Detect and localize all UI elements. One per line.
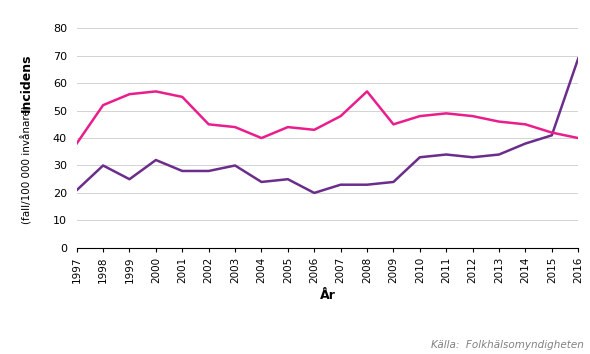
Fall smittade i Sverige [337, 183, 344, 187]
Fall smittade i Sverige [417, 155, 424, 159]
Fall smittade utomlands [100, 103, 107, 107]
Fall smittade i Sverige [73, 188, 80, 192]
Fall smittade i Sverige [442, 152, 450, 156]
Fall smittade utomlands [522, 122, 529, 126]
Fall smittade i Sverige [575, 56, 582, 61]
Fall smittade utomlands [548, 131, 555, 135]
Fall smittade utomlands [258, 136, 265, 140]
Fall smittade i Sverige [469, 155, 476, 159]
Fall smittade utomlands [73, 142, 80, 146]
Fall smittade i Sverige [179, 169, 186, 173]
Fall smittade utomlands [231, 125, 238, 129]
Line: Fall smittade i Sverige: Fall smittade i Sverige [77, 58, 578, 193]
Fall smittade utomlands [575, 136, 582, 140]
Fall smittade i Sverige [284, 177, 291, 181]
Text: Källa:  Folkhälsomyndigheten: Källa: Folkhälsomyndigheten [431, 341, 584, 350]
Fall smittade i Sverige [311, 191, 318, 195]
Fall smittade utomlands [205, 122, 212, 126]
Fall smittade utomlands [417, 114, 424, 118]
Line: Fall smittade utomlands: Fall smittade utomlands [77, 91, 578, 144]
Fall smittade i Sverige [548, 133, 555, 137]
Fall smittade i Sverige [363, 183, 371, 187]
Fall smittade utomlands [442, 111, 450, 115]
Fall smittade utomlands [469, 114, 476, 118]
Fall smittade i Sverige [258, 180, 265, 184]
Fall smittade utomlands [284, 125, 291, 129]
Fall smittade utomlands [337, 114, 344, 118]
Fall smittade utomlands [152, 89, 159, 93]
X-axis label: År: År [320, 289, 335, 302]
Text: (fall/100 000 invånare): (fall/100 000 invånare) [21, 105, 32, 224]
Fall smittade i Sverige [152, 158, 159, 162]
Fall smittade i Sverige [390, 180, 397, 184]
Fall smittade utomlands [363, 89, 371, 93]
Fall smittade utomlands [126, 92, 133, 96]
Fall smittade i Sverige [100, 164, 107, 168]
Fall smittade i Sverige [496, 152, 503, 156]
Fall smittade utomlands [179, 95, 186, 99]
Fall smittade i Sverige [522, 142, 529, 146]
Fall smittade i Sverige [205, 169, 212, 173]
Fall smittade i Sverige [126, 177, 133, 181]
Fall smittade i Sverige [231, 164, 238, 168]
Fall smittade utomlands [390, 122, 397, 126]
Fall smittade utomlands [311, 128, 318, 132]
Fall smittade utomlands [496, 120, 503, 124]
Text: Incidens: Incidens [20, 54, 33, 113]
